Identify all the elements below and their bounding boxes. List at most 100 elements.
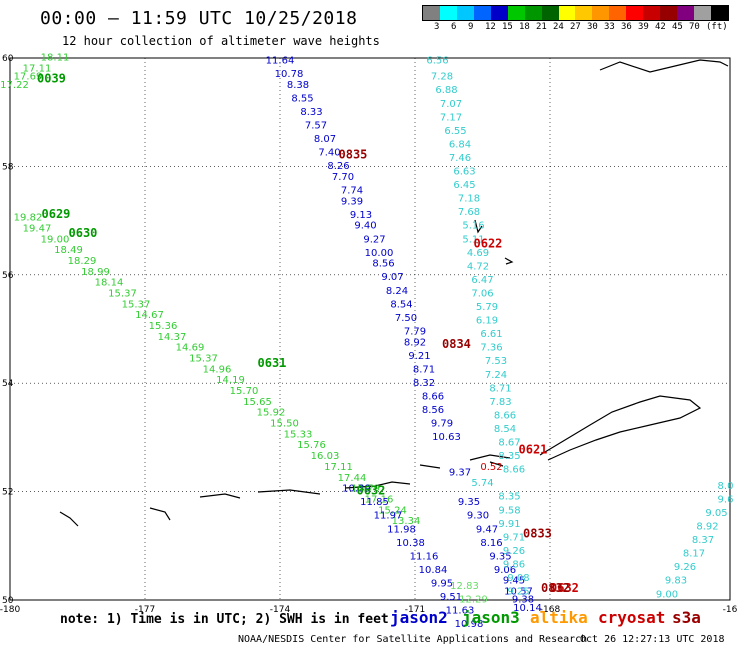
colorbar-swatch: [710, 6, 728, 20]
colorbar-label: 39: [638, 22, 649, 32]
wave-height-value: 7.70: [332, 172, 354, 183]
colorbar-swatch: [660, 6, 678, 20]
wave-height-value: 9.79: [431, 419, 453, 430]
wave-height-value: 11.98: [387, 524, 416, 535]
colorbar-swatch: [473, 6, 491, 20]
sat-jason2: jason2: [390, 608, 448, 627]
wave-height-value: 8.54: [390, 299, 412, 310]
wave-height-value: 5.11: [462, 234, 484, 245]
wave-height-value: 15.76: [297, 440, 326, 451]
wave-height-value: 8.55: [291, 93, 313, 104]
colorbar-swatch: [592, 6, 610, 20]
wave-height-value: 15.70: [230, 386, 259, 397]
wave-height-value: 10.78: [275, 69, 304, 80]
pass-time-label: 0631: [258, 356, 287, 370]
wave-height-value: 8.66: [422, 391, 444, 402]
wave-height-value: 14.67: [135, 310, 164, 321]
wave-height-value: 9.39: [341, 196, 363, 207]
wave-height-value: 10.14: [513, 603, 542, 614]
footer-credit: NOAA/NESDIS Center for Satellite Applica…: [238, 634, 588, 645]
wave-height-value: 10.57: [504, 587, 533, 598]
wave-height-value: 15.33: [284, 429, 313, 440]
pass-time-label: 0834: [442, 337, 471, 351]
colorbar-swatch: [643, 6, 661, 20]
wave-height-value: 18.14: [95, 278, 124, 289]
wave-height-value: 8.16: [480, 538, 502, 549]
wave-height-value: 9.00: [656, 589, 678, 600]
wave-height-value: 7.79: [404, 326, 426, 337]
wave-height-value: 10.98: [455, 619, 484, 630]
colorbar-label: 21: [536, 22, 547, 32]
colorbar-label: 70: [689, 22, 700, 32]
wave-height-value: 8.37: [692, 535, 714, 546]
wave-height-value: 17.44: [338, 473, 367, 484]
wave-height-value: 17.11: [324, 462, 353, 473]
colorbar-label: (ft): [706, 22, 728, 32]
x-tick-label: -174: [270, 605, 291, 615]
pass-time-label: 0629: [42, 207, 71, 221]
wave-height-value: 8.07: [314, 134, 336, 145]
wave-height-value: 0.52: [480, 462, 502, 473]
colorbar-label: 12: [485, 22, 496, 32]
wave-height-value: 9.91: [498, 519, 520, 530]
y-tick-label: 58: [2, 162, 14, 172]
pass-time-label: 0632: [550, 581, 579, 595]
wave-height-value: 14.19: [216, 375, 245, 386]
wave-height-value: 7.53: [485, 356, 507, 367]
x-tick-label: -168: [540, 605, 561, 615]
wave-height-value: 15.37: [189, 354, 218, 365]
wave-height-value: 8.67: [498, 438, 520, 449]
y-tick-label: 56: [2, 271, 14, 281]
pass-time-label: 0833: [523, 527, 552, 541]
colorbar-label: 33: [604, 22, 615, 32]
wave-height-value: 15.37: [108, 288, 137, 299]
wave-height-value: 9.86: [503, 559, 525, 570]
x-tick-label: -180: [0, 605, 20, 615]
wave-height-value: 8.38: [287, 80, 309, 91]
sat-jason3: jason3: [462, 608, 520, 627]
wave-height-value: 15.50: [270, 419, 299, 430]
wave-height-value: 7.50: [395, 313, 417, 324]
wave-height-value: 7.57: [305, 120, 327, 131]
wave-height-value: 10.38: [396, 538, 425, 549]
colorbar-label: 15: [502, 22, 513, 32]
wave-height-value: 11.85: [360, 497, 389, 508]
wave-height-value: 8.24: [386, 286, 408, 297]
wave-height-value: 18.29: [68, 256, 97, 267]
wave-height-value: 9.47: [476, 524, 498, 535]
wave-height-value: 6.61: [480, 329, 502, 340]
y-tick-label: 52: [2, 488, 13, 498]
wave-height-value: 17.16: [365, 494, 394, 505]
wave-height-value: 17.79: [351, 484, 380, 495]
wave-height-value: 10.00: [365, 248, 394, 259]
wave-height-value: 15.65: [243, 397, 272, 408]
wave-height-value: 8.0: [718, 481, 734, 492]
wave-height-value: 19.00: [41, 234, 70, 245]
wave-height-value: 8.66: [494, 410, 516, 421]
wave-height-value: 9.37: [449, 467, 471, 478]
wave-height-value: 9.45: [503, 576, 525, 587]
wave-height-value: 7.17: [440, 112, 462, 123]
wave-height-value: 10.39: [342, 484, 371, 495]
wave-height-value: 14.37: [158, 332, 187, 343]
colorbar-swatch: [558, 6, 576, 20]
wave-height-value: 7.06: [471, 288, 493, 299]
wave-height-value: 15.92: [257, 408, 286, 419]
wave-height-value: 9.07: [381, 272, 403, 283]
wave-height-value: 9.71: [503, 532, 525, 543]
wave-height-value: 7.74: [341, 186, 363, 197]
wave-height-value: 6.84: [449, 139, 471, 150]
wave-height-value: 4.72: [467, 261, 489, 272]
wave-height-value: 6.55: [444, 126, 466, 137]
wave-height-value: 9.21: [408, 351, 430, 362]
wave-height-value: 15.24: [378, 505, 407, 516]
colorbar: [422, 5, 729, 21]
footer-time: Oct 26 12:27:13 UTC 2018: [580, 634, 725, 645]
pass-time-label: 0630: [69, 226, 98, 240]
wave-height-value: 7.83: [489, 397, 511, 408]
pass-time-label: 0621: [519, 443, 548, 457]
wave-height-value: 16.03: [311, 451, 340, 462]
wave-height-value: 10.63: [432, 432, 461, 443]
wave-height-value: 11.64: [266, 55, 295, 66]
wave-height-value: 8.92: [404, 337, 426, 348]
